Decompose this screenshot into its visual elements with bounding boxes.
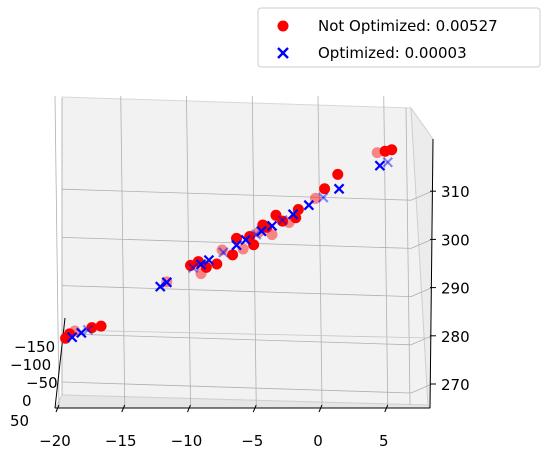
data-point: [211, 258, 223, 270]
floor-grid-line: [61, 329, 433, 339]
data-point: [216, 244, 228, 256]
x-grid-line: [251, 95, 257, 406]
data-point: [266, 229, 278, 241]
data-point: [332, 168, 344, 180]
data-point: [277, 214, 288, 226]
x-grid-line: [405, 107, 411, 406]
x-grid-line: [54, 95, 60, 406]
data-point: [333, 183, 345, 195]
data-point: [386, 144, 398, 156]
data-point: [374, 160, 386, 171]
y-tick-label: −50: [26, 374, 58, 392]
data-point: [66, 331, 78, 343]
data-point: [76, 327, 87, 339]
x-tick-label: −20: [39, 432, 71, 450]
legend-label-optimized: Optimized: 0.00003: [318, 44, 467, 62]
data-point: [318, 192, 329, 203]
z-grid-line-side: [410, 287, 433, 297]
legend-marker-optimized: [277, 47, 289, 59]
z-grid-line-side: [410, 383, 433, 394]
data-point: [154, 281, 166, 292]
legend-marker-not-optimized: [277, 20, 289, 32]
z-grid-line: [61, 333, 412, 346]
z-tick-labels: 270 280 290 300 310: [441, 183, 470, 394]
data-point: [237, 243, 249, 255]
z-grid-line: [61, 381, 412, 394]
data-point: [277, 215, 289, 227]
y-tick-labels: −150−100−500 50: [10, 338, 58, 430]
x-tick-label: −10: [171, 432, 203, 450]
z-axis-line: [429, 138, 434, 409]
x-grid-line: [120, 95, 126, 406]
z-tick-label: 290: [441, 280, 470, 298]
x-grid-line: [317, 95, 323, 406]
z-grid-line-side: [410, 335, 433, 346]
y-tick-label: −100: [10, 356, 51, 374]
data-point: [250, 229, 262, 240]
z-tick-label: 310: [441, 183, 470, 201]
x-tick-label: −5: [241, 432, 263, 450]
y-tick-label: 50: [10, 412, 29, 430]
data-point: [200, 261, 212, 273]
data-point: [303, 199, 315, 211]
series-optimized: [66, 157, 394, 343]
x-tick-label: 5: [379, 432, 389, 450]
data-point: [218, 247, 229, 258]
data-point: [248, 239, 260, 251]
data-point: [382, 157, 394, 168]
data-point: [231, 239, 242, 251]
data-series: [60, 144, 398, 344]
x-grid-line: [186, 95, 191, 406]
data-point: [195, 259, 207, 270]
data-point: [187, 262, 199, 274]
data-point: [240, 234, 252, 246]
data-point: [266, 220, 278, 232]
x-tick-labels: −20 −15 −10 −5 0 5: [39, 432, 388, 450]
legend: Not Optimized: 0.00527 Optimized: 0.0000…: [257, 7, 541, 68]
y-tick-label: −150: [14, 338, 55, 356]
data-point: [319, 183, 331, 195]
data-point: [203, 254, 215, 266]
y-axis-line: [54, 317, 66, 409]
y-tick-label: 0: [22, 392, 32, 410]
z-grid-line-side: [410, 190, 433, 201]
legend-box: [257, 7, 541, 68]
z-tick-label: 270: [441, 376, 470, 394]
data-point: [256, 225, 267, 237]
x-tick-label: −15: [105, 432, 137, 450]
data-point: [161, 277, 173, 288]
data-point: [82, 324, 94, 336]
series-not-optimized: [60, 144, 398, 344]
data-point: [287, 209, 299, 220]
data-point: [86, 322, 98, 334]
axis-lines: [54, 138, 434, 409]
data-point: [227, 249, 239, 261]
z-grid-line-side: [410, 239, 433, 249]
z-tick-label: 300: [441, 231, 470, 249]
z-grid-line: [61, 188, 412, 201]
data-point: [95, 320, 107, 332]
z-tick-label: 280: [441, 328, 470, 346]
x-tick-label: 0: [313, 432, 323, 450]
legend-label-not-optimized: Not Optimized: 0.00527: [318, 17, 498, 35]
z-grid-line: [61, 285, 412, 297]
